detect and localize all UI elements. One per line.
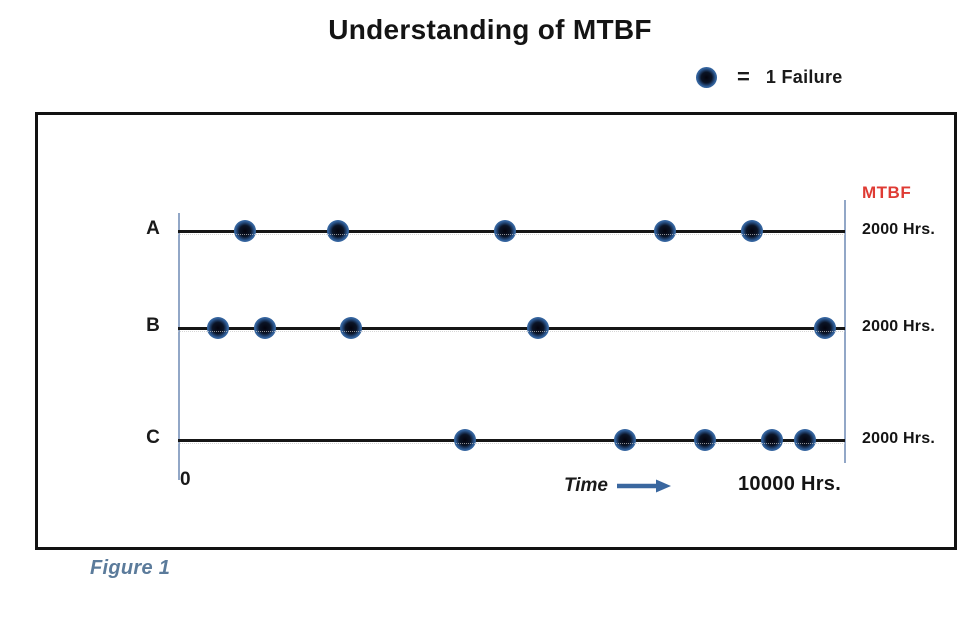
failure-dot <box>253 317 276 339</box>
failure-dot <box>760 429 783 451</box>
time-axis-label: Time <box>564 475 609 496</box>
timeline-A <box>178 220 845 242</box>
legend-label: 1 Failure <box>765 66 843 87</box>
failure-dot <box>813 317 836 339</box>
failure-dot <box>740 220 763 242</box>
y-axis-line <box>178 213 180 480</box>
failure-dot <box>453 429 476 451</box>
mtbf-value-A: 2000 Hrs. <box>862 221 935 238</box>
origin-tick-label: 0 <box>180 469 191 490</box>
failure-dot <box>653 220 676 242</box>
figure-caption: Figure 1 <box>90 557 171 579</box>
failure-dot <box>527 317 550 339</box>
failure-dot <box>327 220 350 242</box>
mtbf-value-B: 2000 Hrs. <box>862 318 935 335</box>
x-max-tick-label: 10000 Hrs. <box>738 473 842 495</box>
plot-frame: MTBF A 2000 Hrs. B 2000 Hrs. C 2000 Hrs. 0 Ti… <box>35 112 957 550</box>
failure-dot <box>207 317 230 339</box>
mtbf-value-C: 2000 Hrs. <box>862 430 935 447</box>
timeline-C <box>178 429 845 451</box>
row-label-B: B <box>146 315 160 336</box>
chart-title: Understanding of MTBF <box>328 14 652 45</box>
legend-equals-sign: = <box>737 64 750 89</box>
legend: = 1 Failure <box>696 64 843 90</box>
failure-dot-icon <box>696 66 717 88</box>
failure-dot <box>340 317 363 339</box>
failure-dot <box>493 220 516 242</box>
failure-dot <box>793 429 816 451</box>
failure-dot <box>233 220 256 242</box>
failure-dot <box>693 429 716 451</box>
row-label-A: A <box>146 218 160 239</box>
timeline-B <box>178 317 845 339</box>
failure-dot <box>613 429 636 451</box>
row-label-C: C <box>146 427 160 448</box>
mtbf-column-header: MTBF <box>862 183 912 202</box>
time-arrow-icon <box>617 479 672 493</box>
time-axis-label-group: Time <box>564 475 672 497</box>
right-boundary-line <box>844 200 846 463</box>
